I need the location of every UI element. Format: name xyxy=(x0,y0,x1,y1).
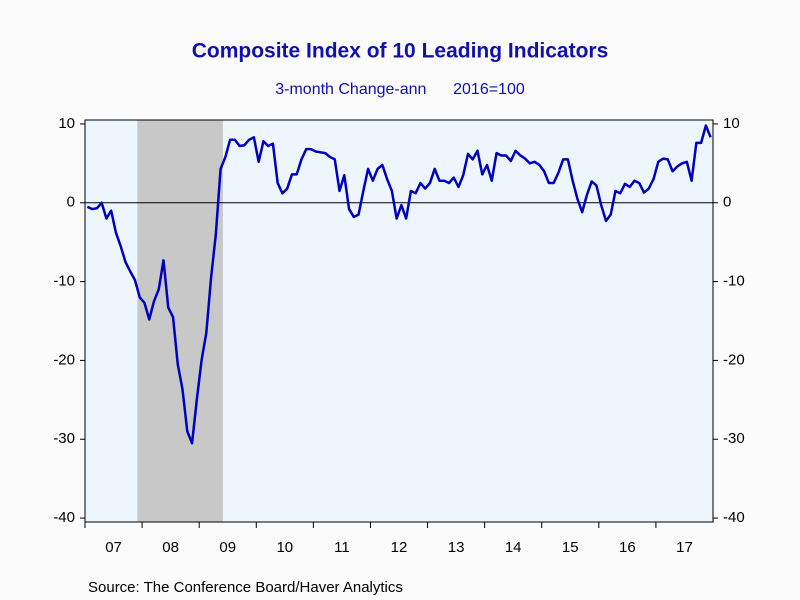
y-tick-label: -30 xyxy=(53,430,75,447)
y2-tick-label: -40 xyxy=(723,509,745,526)
y2-tick-label: -10 xyxy=(723,273,745,290)
y-tick-label: 0 xyxy=(67,194,75,211)
x-tick-label: 09 xyxy=(219,539,236,556)
x-tick-label: 16 xyxy=(619,539,636,556)
x-tick-label: 17 xyxy=(676,539,693,556)
y-tick-label: -10 xyxy=(53,273,75,290)
plot-frame xyxy=(84,119,714,523)
source-note: Source: The Conference Board/Haver Analy… xyxy=(88,579,403,596)
y2-tick-label: 10 xyxy=(723,115,740,132)
x-tick-label: 11 xyxy=(334,539,350,556)
x-tick-label: 07 xyxy=(105,539,122,556)
chart-subtitle: 3-month Change-ann 2016=100 xyxy=(275,81,525,98)
y-tick-label: -40 xyxy=(53,509,75,526)
x-tick-label: 08 xyxy=(162,539,179,556)
x-tick-label: 14 xyxy=(505,539,522,556)
x-tick-label: 12 xyxy=(391,539,408,556)
y2-tick-label: 0 xyxy=(723,194,731,211)
recession-band xyxy=(137,120,223,522)
x-tick-label: 10 xyxy=(276,539,293,556)
y-tick-label: 10 xyxy=(58,115,75,132)
y-tick-label: -20 xyxy=(53,351,75,368)
x-tick-label: 13 xyxy=(448,539,465,556)
x-tick-label: 15 xyxy=(562,539,579,556)
y2-tick-label: -20 xyxy=(723,351,745,368)
y2-tick-label: -30 xyxy=(723,430,745,447)
chart-title: Composite Index of 10 Leading Indicators xyxy=(192,40,609,63)
data-line xyxy=(86,124,712,445)
